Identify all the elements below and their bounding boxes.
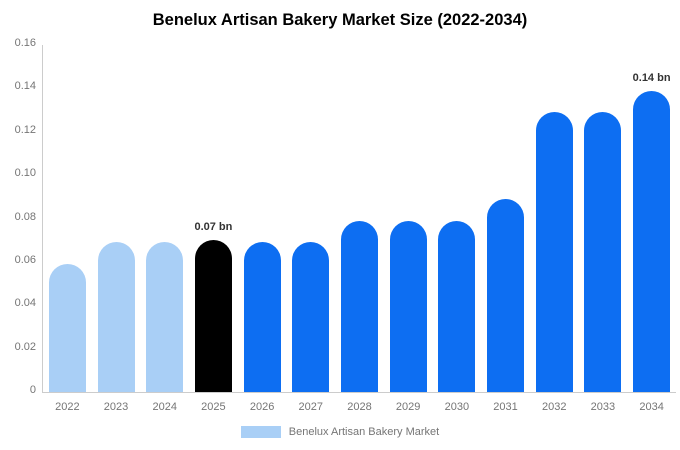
- bar-2034: [633, 91, 671, 392]
- x-tick-2022: 2022: [55, 401, 80, 413]
- bar-slot-2030: [433, 45, 482, 392]
- y-tick-0.14: 0.14: [14, 80, 36, 93]
- bar-slot-2024: [140, 45, 189, 392]
- y-tick-0.12: 0.12: [14, 123, 36, 136]
- x-axis-line: [42, 392, 676, 393]
- y-tick-0.10: 0.10: [14, 167, 36, 180]
- legend-label: Benelux Artisan Bakery Market: [288, 426, 440, 438]
- y-tick-0.02: 0.02: [14, 340, 36, 353]
- x-tick-2024: 2024: [152, 401, 177, 413]
- bar-2032: [535, 112, 573, 392]
- bar-slot-2031: [481, 45, 530, 392]
- bar-2024: [146, 242, 184, 392]
- legend: Benelux Artisan Bakery Market: [0, 426, 680, 438]
- y-axis-line: [42, 45, 43, 392]
- bar-slot-2022: [43, 45, 92, 392]
- x-tick-2030: 2030: [444, 401, 470, 413]
- bar-slot-2025: 0.07 bn: [189, 45, 238, 392]
- x-tick-2034: 2034: [639, 401, 664, 413]
- bar-slot-2028: [335, 45, 384, 392]
- bar-slot-2029: [384, 45, 433, 392]
- x-tick-2032: 2032: [541, 401, 567, 413]
- x-tick-2031: 2031: [493, 401, 518, 413]
- bar-slot-2023: [92, 45, 141, 392]
- bar-slot-2026: [238, 45, 287, 392]
- bar-2026: [243, 242, 281, 392]
- bar-2030: [438, 221, 476, 392]
- bar-2023: [97, 242, 135, 392]
- y-tick-0.08: 0.08: [14, 210, 36, 223]
- bar-2029: [389, 221, 427, 392]
- legend-swatch: [240, 426, 281, 438]
- x-tick-2028: 2028: [347, 401, 372, 413]
- x-tick-2025: 2025: [201, 401, 226, 413]
- bar-2022: [48, 264, 86, 392]
- bar-2031: [487, 199, 525, 392]
- bar-slot-2034: 0.14 bn: [627, 45, 676, 392]
- y-tick-0: 0: [29, 384, 36, 396]
- bar-value-label-2034: 0.14 bn: [632, 72, 671, 84]
- bar-slot-2033: [579, 45, 628, 392]
- bar-value-label-2025: 0.07 bn: [194, 221, 233, 233]
- y-tick-0.16: 0.16: [14, 37, 36, 49]
- bar-2025: [194, 240, 232, 392]
- x-tick-2026: 2026: [249, 401, 275, 413]
- y-tick-0.04: 0.04: [14, 297, 36, 310]
- x-tick-2027: 2027: [298, 401, 324, 413]
- bar-2027: [292, 242, 330, 392]
- bar-slot-2032: [530, 45, 579, 392]
- chart-title: Benelux Artisan Bakery Market Size (2022…: [152, 11, 528, 29]
- y-tick-0.06: 0.06: [14, 253, 36, 266]
- bar-slot-2027: [286, 45, 335, 392]
- x-tick-2023: 2023: [103, 401, 129, 413]
- plot-area: 0.07 bn 0.14 bn: [43, 45, 676, 392]
- bar-2033: [584, 112, 622, 392]
- x-axis-labels: 2022 2023 2024 2025 2026 2027 2028 2029 2030 2031…: [43, 400, 676, 414]
- x-tick-2029: 2029: [395, 401, 421, 413]
- x-tick-2033: 2033: [590, 401, 616, 413]
- bar-2028: [340, 221, 378, 392]
